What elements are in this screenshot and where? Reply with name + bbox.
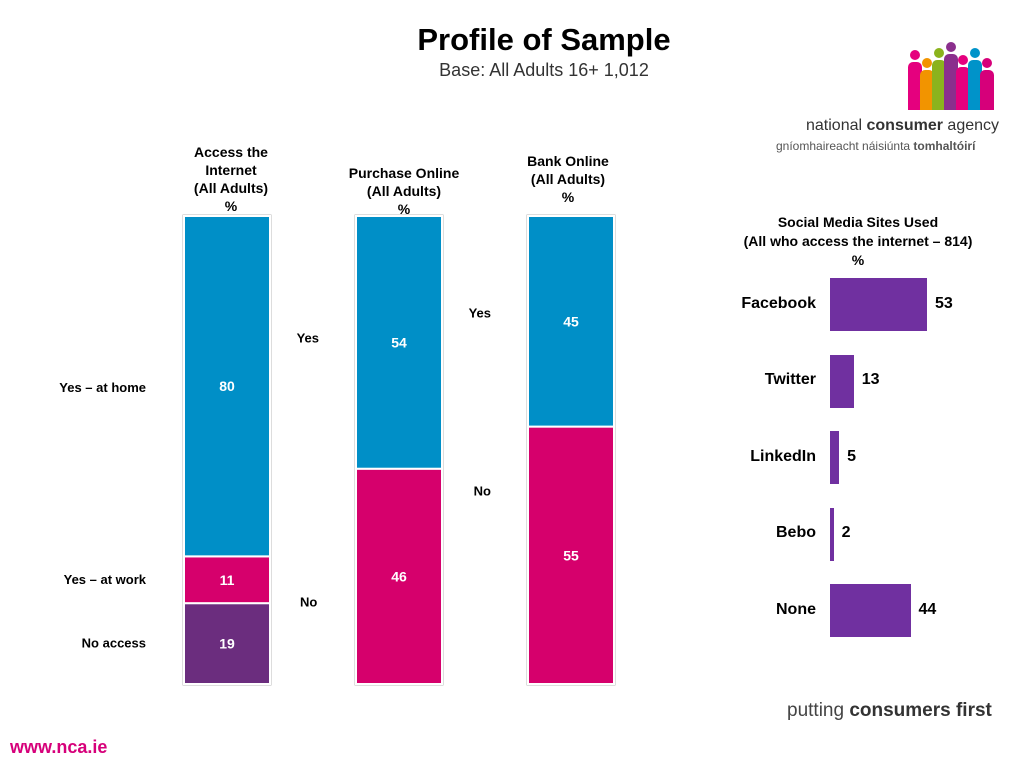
series-label: No access	[82, 636, 146, 651]
figure-body	[980, 70, 994, 110]
series-label: Yes – at work	[64, 572, 147, 587]
title-line: (All Adults)	[193, 180, 269, 196]
website-link[interactable]: www.nca.ie	[10, 737, 108, 757]
title-line: Social Media Sites Used	[777, 214, 939, 230]
bar	[830, 507, 834, 561]
figure-body	[956, 67, 970, 110]
category-label: Facebook	[741, 294, 816, 312]
access-chart-title: Access the Internet (All Adults) %	[170, 143, 292, 215]
data-label: 46	[391, 568, 407, 584]
title-line: Purchase Online	[348, 165, 460, 181]
bar-segment	[183, 602, 271, 685]
bar	[830, 431, 840, 484]
title-line: %	[851, 252, 865, 268]
tagline: putting consumers first	[787, 700, 992, 722]
title-line: (All Adults)	[366, 183, 442, 199]
bar-segment	[527, 215, 615, 428]
bar-segment	[355, 215, 443, 470]
category-label: LinkedIn	[750, 447, 816, 465]
figure-head	[970, 48, 980, 58]
logo-irish-name: gníomhaireacht náisiúnta tomhaltóirí	[776, 139, 975, 153]
tagline-bold: consumers first	[849, 700, 992, 721]
figure-head	[982, 58, 992, 68]
series-label: No	[474, 483, 491, 498]
figure-head	[922, 58, 932, 68]
series-label: Yes	[469, 305, 491, 320]
logo-name: national consumer agency	[806, 117, 999, 135]
data-label: 19	[219, 636, 235, 652]
figure-head	[934, 48, 944, 58]
page-subtitle: Base: All Adults 16+ 1,012	[439, 60, 649, 80]
figure-body	[932, 60, 946, 110]
category-label: Bebo	[776, 524, 816, 541]
stacked-bar-charts: 19 No access 11 Yes – at work 80 Yes – at hom…	[59, 214, 616, 686]
data-label: 55	[563, 547, 579, 563]
data-label: 13	[861, 371, 880, 388]
data-label: 53	[935, 294, 953, 312]
figure-head	[958, 55, 968, 65]
logo-figure	[944, 42, 958, 110]
logo-figure	[968, 48, 982, 110]
bar	[830, 278, 927, 331]
purchase-chart-title: Purchase Online (All Adults) %	[330, 164, 478, 218]
logo-figure	[932, 48, 946, 110]
data-label: 5	[847, 447, 857, 465]
figure-body	[920, 70, 934, 110]
category-label: Twitter	[764, 371, 816, 388]
series-label: Yes – at home	[59, 380, 146, 395]
logo-name-regular: national	[806, 117, 867, 134]
bar-segment	[183, 555, 271, 605]
data-label: 45	[563, 313, 579, 329]
logo-irish-bold: tomhaltóirí	[913, 139, 976, 153]
title-line: %	[397, 201, 411, 217]
data-label: 54	[391, 334, 407, 350]
title-line: %	[224, 198, 238, 214]
logo-figure	[908, 50, 922, 110]
logo-irish-regular: gníomhaireacht náisiúnta	[776, 139, 914, 153]
logo-figure	[956, 55, 970, 110]
page-title: Profile of Sample	[417, 22, 671, 57]
logo-name-bold: consumer	[866, 117, 943, 134]
category-label: None	[776, 600, 816, 618]
bar-segment	[527, 425, 615, 685]
tagline-regular: putting	[787, 700, 850, 721]
data-label: 80	[219, 378, 235, 394]
title-line: Bank Online	[527, 153, 609, 169]
figure-head	[910, 50, 920, 60]
figure-body	[908, 62, 922, 110]
figure-body	[944, 54, 958, 110]
bar-segment	[183, 215, 271, 558]
bank-chart-title: Bank Online (All Adults) %	[508, 152, 628, 206]
data-label: 2	[841, 524, 851, 541]
figure-head	[946, 42, 956, 52]
data-label: 44	[918, 600, 937, 618]
logo-figure	[980, 58, 994, 110]
bar	[830, 584, 911, 637]
social-chart-title: Social Media Sites Used (All who access …	[726, 213, 990, 270]
bar	[830, 354, 854, 408]
title-line: Access the	[194, 144, 268, 160]
title-line: %	[561, 189, 575, 205]
logo-figure	[920, 58, 934, 110]
figure-body	[968, 60, 982, 110]
series-label: No	[300, 594, 317, 609]
title-line: (All Adults)	[530, 171, 606, 187]
series-label: Yes	[297, 330, 319, 345]
logo-name-end: agency	[942, 117, 1000, 134]
title-line: Internet	[205, 162, 257, 178]
title-line: (All who access the internet – 814)	[743, 233, 973, 249]
data-label: 11	[220, 572, 235, 588]
